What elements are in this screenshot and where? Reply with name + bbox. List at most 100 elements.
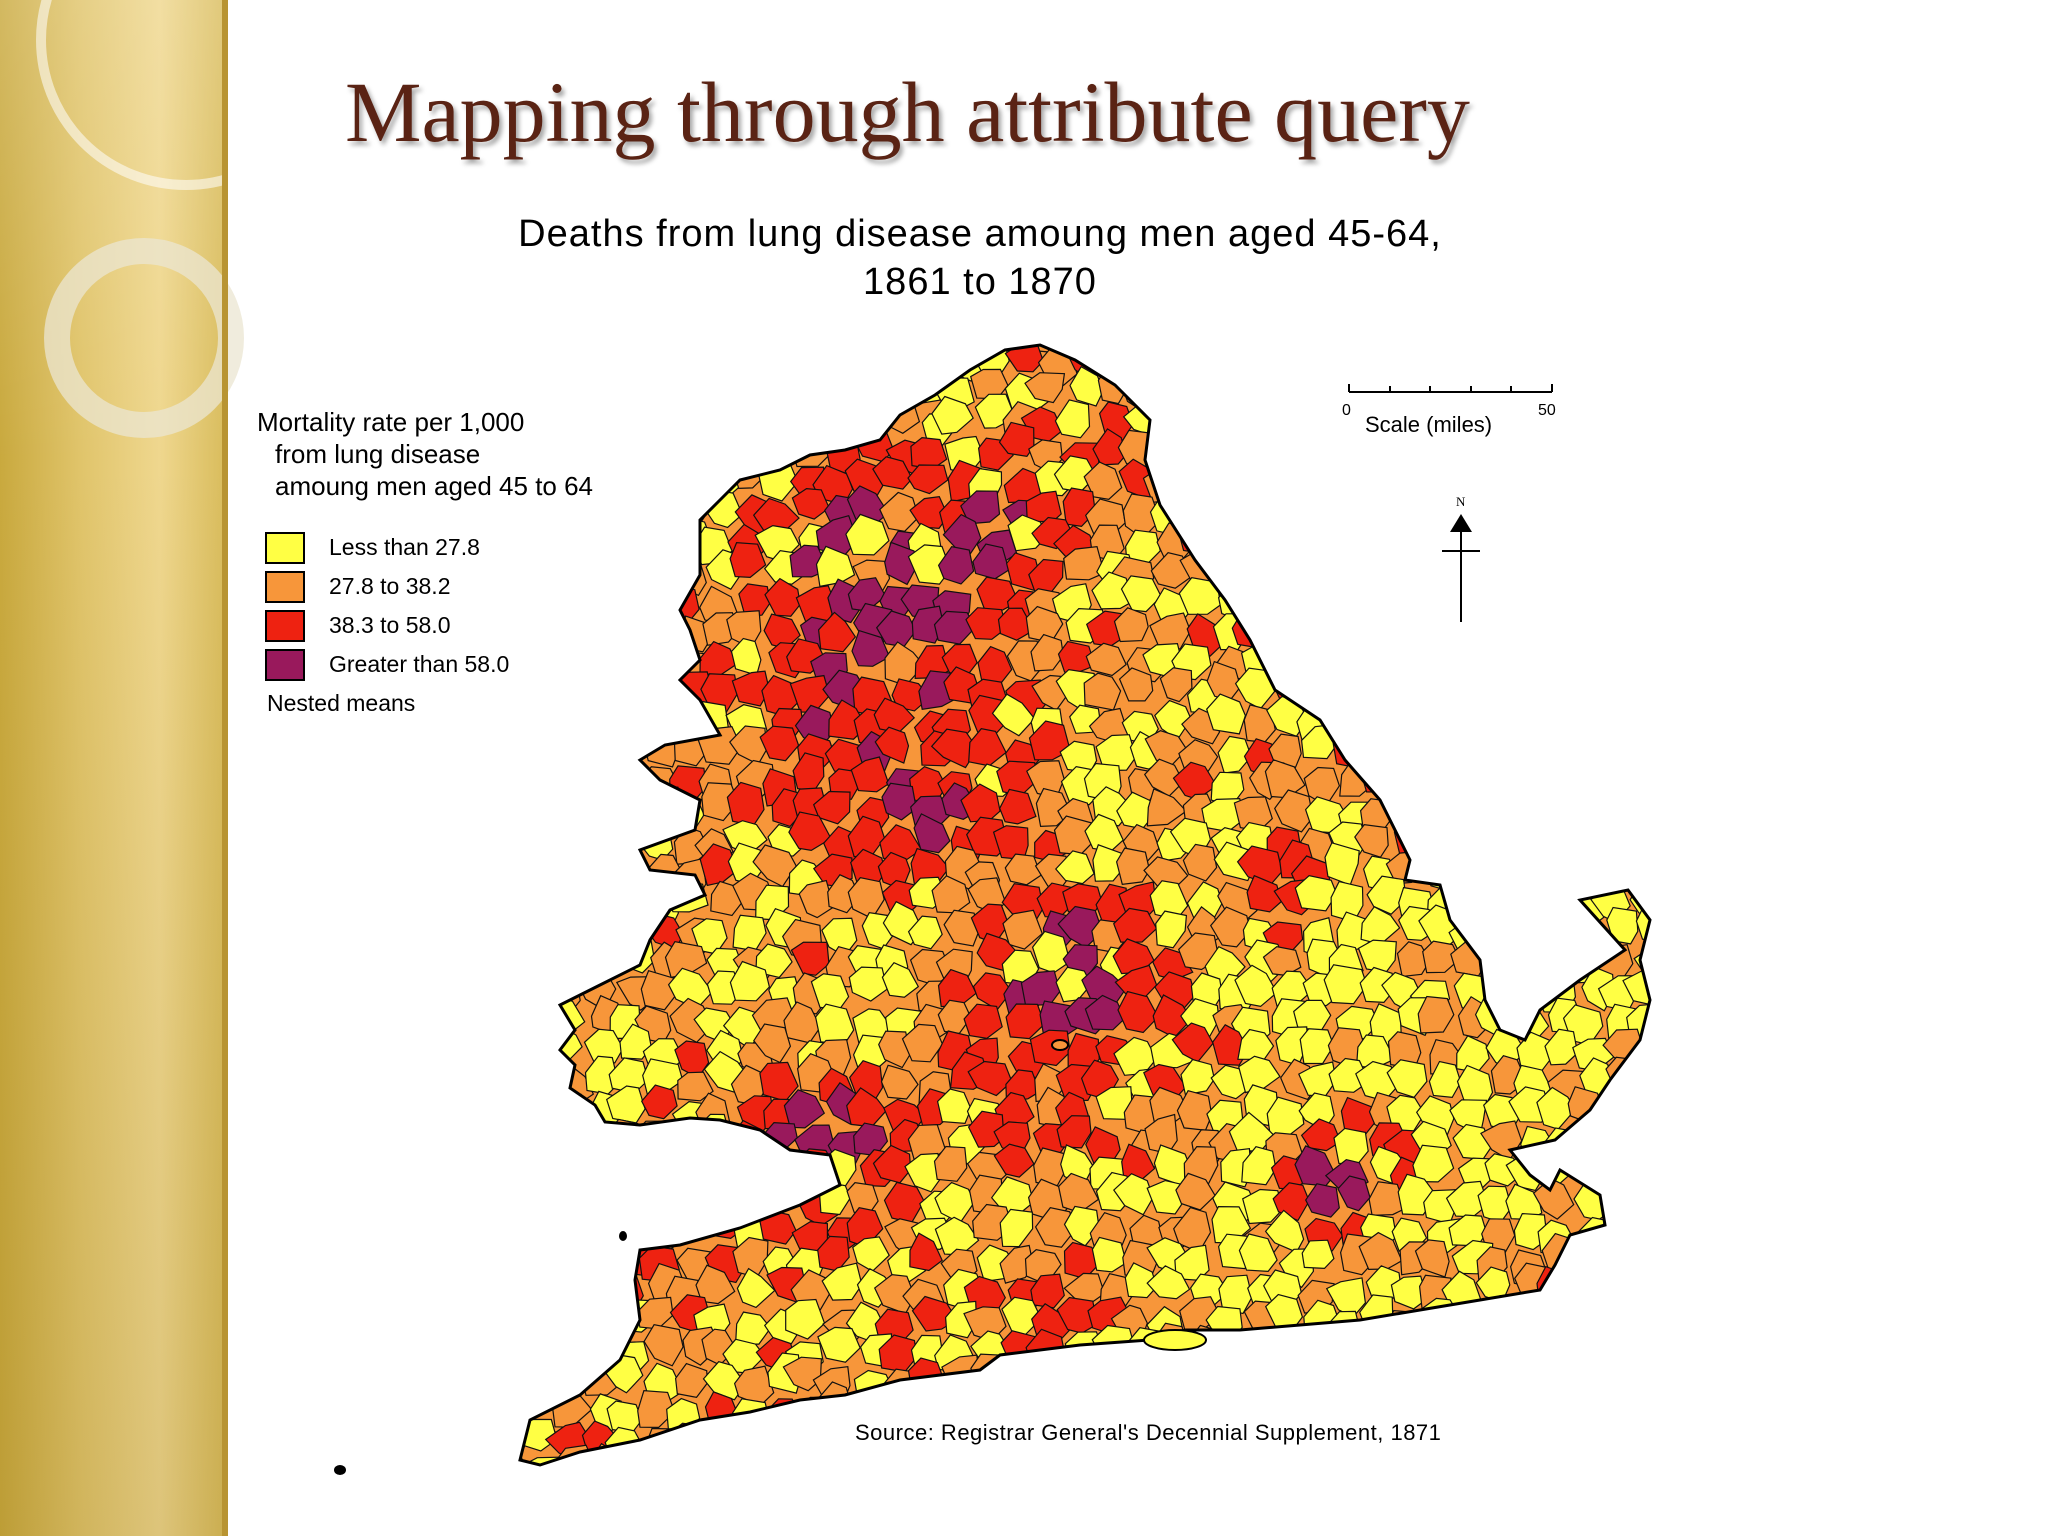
legend-title-line-3: amoung men aged 45 to 64 — [275, 471, 594, 501]
district-polygon — [1296, 311, 1334, 342]
district-polygon — [1063, 545, 1105, 581]
district-polygon — [1447, 762, 1488, 799]
district-polygon — [1262, 591, 1304, 628]
district-polygon — [1232, 404, 1270, 443]
district-polygon — [1246, 345, 1288, 387]
district-polygon — [1307, 636, 1346, 676]
district-polygon — [1539, 550, 1583, 589]
district-polygon — [610, 850, 646, 887]
district-polygon — [1083, 461, 1123, 500]
district-polygon — [523, 912, 560, 949]
district-polygon — [1362, 468, 1410, 507]
district-polygon — [1054, 850, 1095, 885]
district-polygon — [521, 365, 562, 408]
district-polygon — [782, 1356, 823, 1392]
district-polygon — [529, 1340, 565, 1380]
district-polygon — [541, 519, 586, 563]
district-polygon — [520, 621, 558, 655]
district-polygon — [1354, 668, 1397, 709]
district-polygon — [1363, 1340, 1401, 1376]
district-polygon — [1543, 762, 1581, 804]
district-polygon — [1300, 1118, 1342, 1152]
district-polygon — [1389, 1446, 1428, 1465]
district-polygon — [794, 406, 828, 438]
district-polygon — [1217, 735, 1252, 774]
district-polygon — [639, 579, 683, 611]
district-polygon — [1605, 1454, 1644, 1465]
district-polygon — [1510, 544, 1549, 583]
district-polygon — [1600, 544, 1639, 587]
district-polygon — [457, 1190, 492, 1223]
district-polygon — [1410, 485, 1454, 525]
district-polygon — [966, 1385, 1003, 1425]
district-polygon — [735, 398, 775, 436]
district-polygon — [1084, 1356, 1129, 1394]
district-polygon — [635, 1192, 675, 1227]
district-polygon — [851, 629, 891, 667]
district-polygon — [901, 1023, 944, 1063]
sidebar-edge — [222, 0, 228, 1536]
district-polygon — [520, 968, 534, 1007]
district-polygon — [1397, 796, 1437, 835]
district-polygon — [792, 1422, 832, 1461]
district-polygon — [1503, 700, 1545, 737]
district-polygon — [557, 555, 598, 597]
district-polygon — [1030, 1273, 1065, 1309]
district-polygon — [733, 1455, 772, 1465]
district-polygon — [1534, 463, 1580, 503]
district-polygon — [1625, 1110, 1650, 1154]
district-polygon — [1601, 611, 1634, 645]
district-polygon — [520, 1295, 555, 1339]
district-polygon — [1545, 878, 1580, 916]
district-polygon — [1277, 460, 1312, 502]
district-polygon — [520, 1241, 553, 1280]
district-polygon — [520, 824, 528, 864]
district-polygon — [1297, 572, 1334, 611]
district-polygon — [1501, 1425, 1543, 1465]
district-polygon — [618, 1150, 653, 1188]
district-polygon — [1272, 1455, 1310, 1465]
district-polygon — [553, 345, 586, 346]
district-polygon — [1388, 345, 1424, 358]
district-polygon — [520, 347, 564, 388]
district-polygon — [1544, 903, 1586, 947]
district-polygon — [462, 903, 499, 940]
district-polygon — [730, 428, 765, 466]
district-polygon — [1398, 376, 1434, 417]
district-polygon — [1598, 753, 1646, 792]
district-polygon — [1574, 1303, 1615, 1341]
district-polygon — [520, 1236, 531, 1272]
district-polygon — [1384, 1309, 1421, 1351]
district-polygon — [1601, 1311, 1641, 1348]
district-polygon — [1094, 345, 1134, 369]
map-title-line-1: Deaths from lung disease amoung men aged… — [518, 213, 1442, 255]
district-polygon — [905, 345, 948, 349]
district-polygon — [1595, 570, 1636, 611]
district-polygon — [1481, 1294, 1526, 1328]
district-polygon — [1501, 729, 1546, 764]
district-polygon — [1417, 577, 1455, 614]
district-polygon — [790, 941, 830, 976]
district-polygon — [1471, 823, 1514, 858]
district-polygon — [1369, 369, 1404, 413]
district-polygon — [580, 1121, 619, 1157]
district-polygon — [587, 1240, 624, 1280]
legend-label-very-high: Greater than 58.0 — [329, 651, 510, 677]
district-polygon — [674, 464, 711, 506]
district-polygon — [578, 1214, 622, 1255]
district-polygon — [1388, 345, 1432, 385]
district-polygon — [528, 1086, 567, 1126]
district-polygon — [551, 910, 585, 947]
district-polygon — [704, 1147, 745, 1181]
district-polygon — [1532, 1177, 1575, 1220]
district-polygon — [556, 759, 596, 792]
district-polygon — [1571, 345, 1611, 358]
district-polygon — [1184, 432, 1218, 473]
district-polygon — [821, 1262, 863, 1301]
district-polygon — [464, 1213, 503, 1251]
district-polygon — [676, 1118, 711, 1157]
district-polygon — [734, 1311, 772, 1345]
district-polygon — [1268, 733, 1302, 769]
district-polygon — [1627, 1453, 1650, 1465]
district-polygon — [764, 577, 801, 617]
